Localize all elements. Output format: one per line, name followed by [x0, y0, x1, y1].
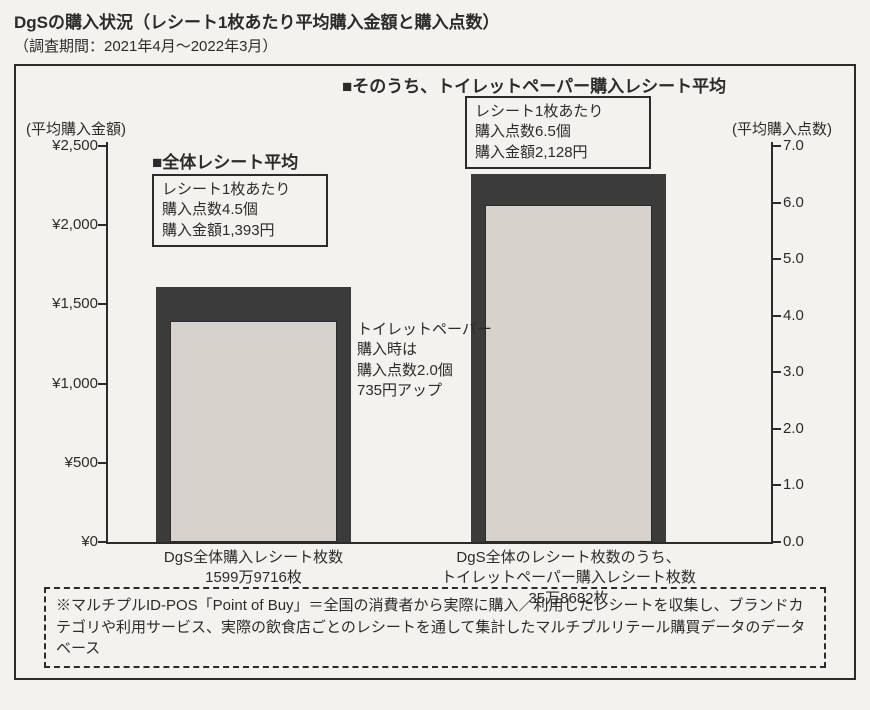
chart-frame: (平均購入金額) (平均購入点数) ¥2,500 ¥2,000 ¥1,500 ¥1,000… [14, 64, 856, 680]
y-right-tick: 5.0 [783, 250, 833, 267]
page-subtitle: （調査期間：2021年4月～2022年3月） [14, 35, 856, 56]
y-left-tick: ¥1,000 [28, 375, 98, 392]
y-right-tick: 3.0 [783, 363, 833, 380]
y-right-tick-mark [773, 541, 781, 543]
y-axis-left [106, 142, 108, 542]
y-right-tick-mark [773, 202, 781, 204]
y-right-title: (平均購入点数) [732, 118, 832, 139]
y-right-tick-mark [773, 258, 781, 260]
y-right-tick: 4.0 [783, 307, 833, 324]
bar-front-all [170, 321, 337, 542]
y-left-tick-mark [98, 383, 106, 385]
callout-tp: レシート1枚あたり購入点数6.5個購入金額2,128円 [465, 96, 651, 169]
y-right-tick-mark [773, 315, 781, 317]
legend-tp: ■そのうち、トイレットペーパー購入レシート平均 [342, 72, 726, 97]
y-left-tick-mark [98, 224, 106, 226]
y-right-tick-mark [773, 145, 781, 147]
bar-caption-all: DgS全体購入レシート枚数1599万9716枚 [136, 548, 371, 589]
y-left-tick-mark [98, 303, 106, 305]
y-right-tick-mark [773, 484, 781, 486]
y-right-tick: 1.0 [783, 476, 833, 493]
y-left-tick-mark [98, 541, 106, 543]
y-left-tick: ¥2,000 [28, 216, 98, 233]
callout-all: レシート1枚あたり購入点数4.5個購入金額1,393円 [152, 174, 328, 247]
y-left-tick-mark [98, 145, 106, 147]
y-right-tick: 7.0 [783, 137, 833, 154]
x-axis [106, 542, 773, 544]
y-left-tick-mark [98, 462, 106, 464]
y-right-tick: 2.0 [783, 420, 833, 437]
page-title: DgSの購入状況（レシート1枚あたり平均購入金額と購入点数） [14, 8, 856, 33]
y-left-tick: ¥1,500 [28, 295, 98, 312]
y-right-tick-mark [773, 371, 781, 373]
y-right-tick: 6.0 [783, 194, 833, 211]
y-left-tick: ¥500 [28, 454, 98, 471]
legend-all: ■全体レシート平均 [152, 148, 298, 173]
y-left-tick: ¥2,500 [28, 137, 98, 154]
mid-note: トイレットペーパー購入時は購入点数2.0個735円アップ [357, 320, 507, 401]
footnote: ※マルチプルID-POS「Point of Buy」＝全国の消費者から実際に購入… [44, 587, 826, 668]
bar-front-toilet_paper [485, 205, 652, 542]
y-right-tick-mark [773, 428, 781, 430]
y-left-tick: ¥0 [28, 533, 98, 550]
y-right-tick: 0.0 [783, 533, 833, 550]
y-left-title: (平均購入金額) [26, 118, 126, 139]
